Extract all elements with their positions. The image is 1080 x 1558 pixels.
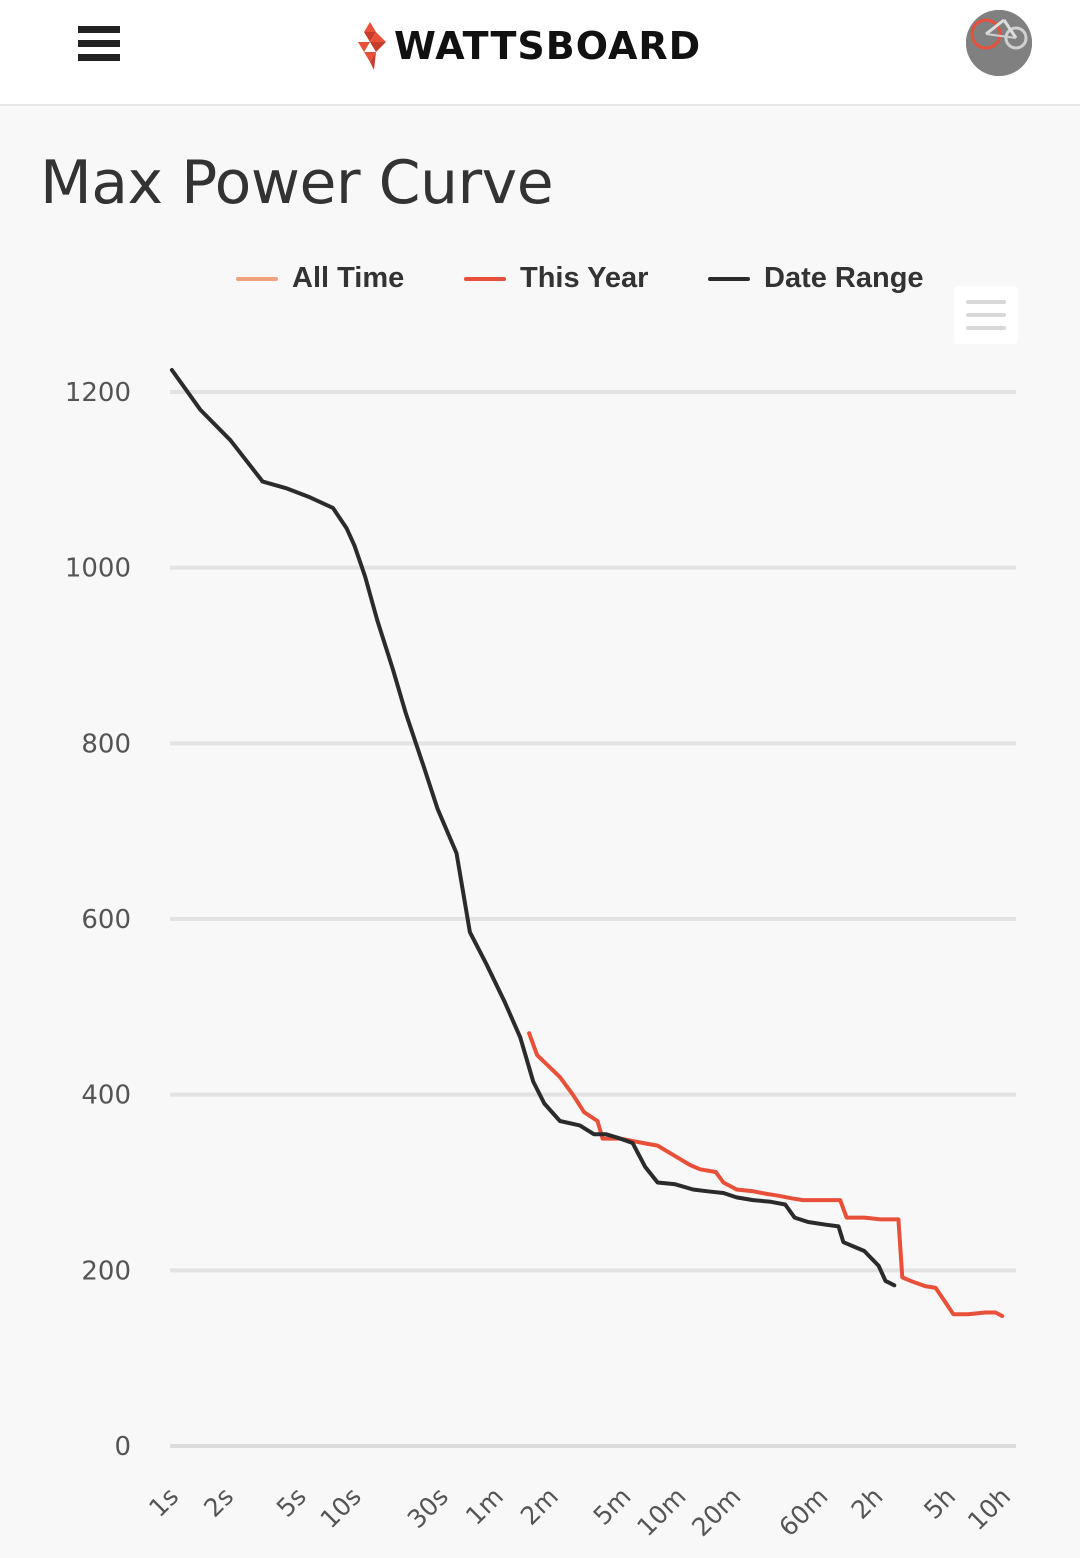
x-tick-label-10s: 10s <box>315 1482 367 1534</box>
x-tick-label-20m: 20m <box>686 1482 746 1542</box>
legend-swatch-all-time <box>236 276 278 281</box>
brand-logo[interactable]: WATTSBOARD <box>356 16 701 76</box>
legend-item-date-range[interactable]: Date Range <box>708 262 924 295</box>
x-tick-label-2h: 2h <box>846 1482 889 1525</box>
legend-label-date-range: Date Range <box>764 262 924 294</box>
page-title: Max Power Curve <box>40 148 554 218</box>
series-line-date-range[interactable] <box>169 368 897 1288</box>
avatar-image <box>966 10 1032 76</box>
y-tick-label-800: 800 <box>81 729 131 759</box>
legend-label-all-time: All Time <box>292 262 405 294</box>
x-tick-label-10h: 10h <box>962 1482 1016 1536</box>
x-tick-label-10m: 10m <box>631 1482 691 1542</box>
brand-name: WATTSBOARD <box>394 24 702 68</box>
y-tick-label-1000: 1000 <box>65 554 131 584</box>
chart-options-menu-icon[interactable] <box>954 286 1018 344</box>
x-tick-label-5s: 5s <box>271 1482 312 1523</box>
wattsboard-logo-icon <box>358 22 386 70</box>
y-tick-label-200: 200 <box>81 1256 131 1286</box>
legend-item-all-time[interactable]: All Time <box>236 262 404 295</box>
y-tick-label-600: 600 <box>81 905 131 935</box>
chart-legend: All Time This Year Date Range <box>0 262 1080 302</box>
x-tick-label-30s: 30s <box>402 1482 454 1534</box>
legend-item-this-year[interactable]: This Year <box>464 262 648 295</box>
series-line-this-year[interactable] <box>527 1031 1005 1318</box>
hamburger-menu-icon[interactable] <box>78 26 120 62</box>
y-tick-label-400: 400 <box>81 1081 131 1111</box>
legend-swatch-this-year <box>464 276 506 281</box>
legend-swatch-date-range <box>708 276 750 281</box>
x-tick-label-5h: 5h <box>918 1482 961 1525</box>
y-tick-label-1200: 1200 <box>65 378 131 408</box>
x-tick-label-1s: 1s <box>143 1482 184 1523</box>
x-tick-label-60m: 60m <box>773 1482 833 1542</box>
x-tick-label-2m: 2m <box>515 1482 564 1531</box>
legend-label-this-year: This Year <box>520 262 649 294</box>
x-tick-label-2s: 2s <box>198 1482 239 1523</box>
user-avatar[interactable] <box>966 10 1032 76</box>
y-tick-label-0: 0 <box>114 1432 131 1462</box>
x-tick-label-5m: 5m <box>588 1482 637 1531</box>
x-tick-label-1m: 1m <box>460 1482 509 1531</box>
app-header: WATTSBOARD <box>0 0 1080 106</box>
